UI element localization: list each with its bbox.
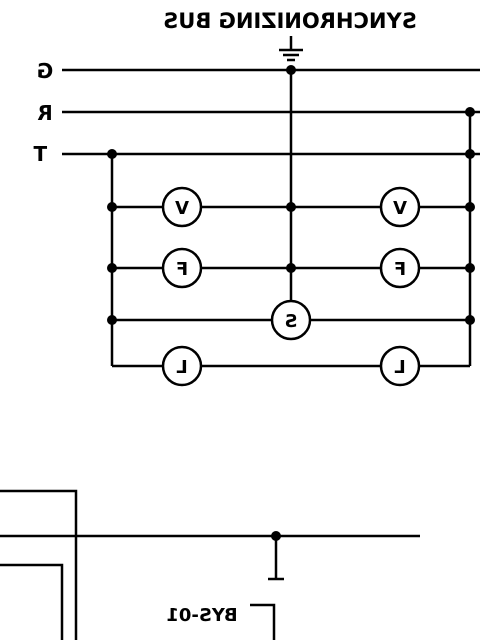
junction-dot [107,149,117,159]
junction-dot [286,263,296,273]
lamp-left: L [161,345,203,387]
junction-dot [286,65,296,75]
lamp-right: L [379,345,421,387]
lower-panel-frame [0,489,78,640]
meter-label: V [393,198,407,219]
bus-label-r: R [37,101,52,125]
meter-label: F [176,259,188,280]
junction-dot [107,202,117,212]
meter-label: L [176,357,187,378]
synchroscope: S [270,299,312,341]
device-label-leader [250,603,276,640]
junction-dot [465,149,475,159]
bus-label-t: T [33,142,47,166]
junction-dot [465,315,475,325]
voltmeter-left: V [161,186,203,228]
junction-dot [465,202,475,212]
bus-label-g: G [37,59,53,83]
junction-dot [107,315,117,325]
diagram-title: SYNCHRONIZING BUS [163,9,417,33]
junction-dot [465,263,475,273]
meter-label: F [394,259,406,280]
meter-label: S [285,311,298,332]
device-label: BYS-01 [166,605,237,626]
ground-icon [279,36,303,62]
frequency-meter-right: F [379,247,421,289]
voltmeter-right: V [379,186,421,228]
junction-dots [107,65,475,325]
meter-label: L [394,357,405,378]
junction-dot [465,107,475,117]
frequency-meter-left: F [161,247,203,289]
meter-label: V [175,198,189,219]
junction-dot [286,202,296,212]
junction-dot [107,263,117,273]
